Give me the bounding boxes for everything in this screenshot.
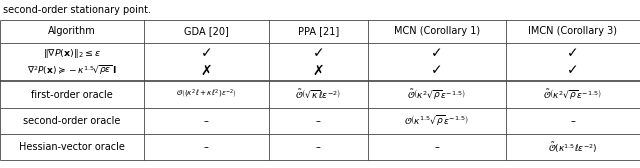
Text: second-order stationary point.: second-order stationary point. <box>3 5 151 15</box>
Text: $\tilde{\mathcal{O}}\left(\kappa^2\sqrt{\rho}\varepsilon^{-1.5}\right)$: $\tilde{\mathcal{O}}\left(\kappa^2\sqrt{… <box>543 87 602 102</box>
Text: ✓: ✓ <box>200 46 212 60</box>
Text: $\tilde{\mathcal{O}}\left(\sqrt{\kappa}\ell\varepsilon^{-2}\right)$: $\tilde{\mathcal{O}}\left(\sqrt{\kappa}\… <box>295 88 342 101</box>
Text: ✓: ✓ <box>431 46 443 60</box>
Text: second-order oracle: second-order oracle <box>23 116 121 126</box>
Text: $\mathcal{O}\left((\kappa^2 \ell + \kappa \ell^2)\varepsilon^{-2}\right)$: $\mathcal{O}\left((\kappa^2 \ell + \kapp… <box>176 88 237 101</box>
Text: ✓: ✓ <box>567 64 579 77</box>
Text: Algorithm: Algorithm <box>48 27 96 36</box>
Text: IMCN (Corollary 3): IMCN (Corollary 3) <box>528 27 618 36</box>
Text: $\nabla^2 P(\mathbf{x}) \succeq -\kappa^{1.5}\!\sqrt{\rho\varepsilon}\,\mathbf{I: $\nabla^2 P(\mathbf{x}) \succeq -\kappa^… <box>27 64 117 77</box>
Text: Hessian-vector oracle: Hessian-vector oracle <box>19 142 125 152</box>
Text: ✗: ✗ <box>312 64 324 77</box>
Text: $\tilde{\mathcal{O}}\left(\kappa^2\sqrt{\rho}\varepsilon^{-1.5}\right)$: $\tilde{\mathcal{O}}\left(\kappa^2\sqrt{… <box>408 87 466 102</box>
Text: ✓: ✓ <box>431 64 443 77</box>
Text: ✓: ✓ <box>312 46 324 60</box>
Text: MCN (Corollary 1): MCN (Corollary 1) <box>394 27 480 36</box>
Text: –: – <box>204 116 209 126</box>
Text: –: – <box>316 116 321 126</box>
Text: –: – <box>204 142 209 152</box>
Text: –: – <box>435 142 439 152</box>
Text: –: – <box>570 116 575 126</box>
Text: $\|\nabla P(\mathbf{x})\|_2 \leq \varepsilon$: $\|\nabla P(\mathbf{x})\|_2 \leq \vareps… <box>43 47 101 60</box>
Text: $\tilde{\mathcal{O}}\left(\kappa^{1.5}\ell\varepsilon^{-2}\right)$: $\tilde{\mathcal{O}}\left(\kappa^{1.5}\e… <box>548 140 598 155</box>
Text: –: – <box>316 142 321 152</box>
Text: ✓: ✓ <box>567 46 579 60</box>
Text: GDA [20]: GDA [20] <box>184 27 229 36</box>
Text: $\mathcal{O}\left(\kappa^{1.5}\sqrt{\rho}\varepsilon^{-1.5}\right)$: $\mathcal{O}\left(\kappa^{1.5}\sqrt{\rho… <box>404 114 469 128</box>
Text: PPA [21]: PPA [21] <box>298 27 339 36</box>
Text: ✗: ✗ <box>200 64 212 77</box>
Text: first-order oracle: first-order oracle <box>31 90 113 99</box>
